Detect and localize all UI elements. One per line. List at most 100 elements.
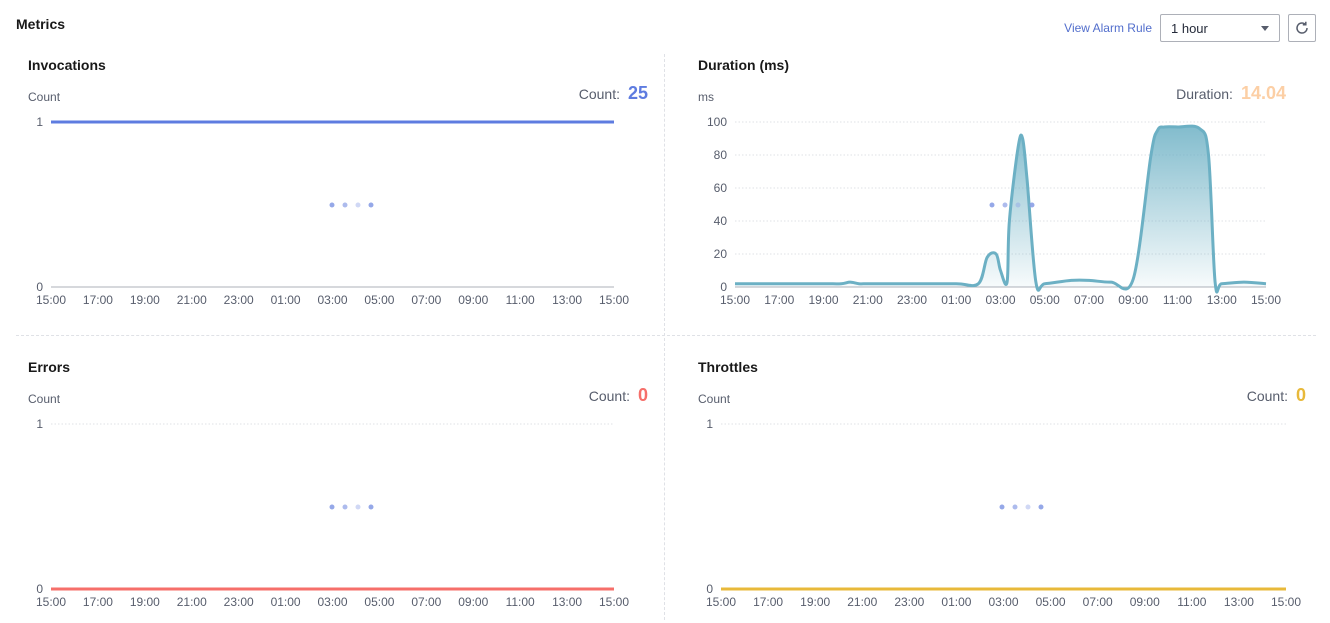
stat-label: Count: [578, 86, 620, 102]
x-tick-label: 01:00 [271, 293, 301, 307]
x-tick-label: 15:00 [599, 595, 629, 609]
panel-title: Throttles [698, 359, 758, 375]
y-tick-label: 0 [706, 582, 713, 596]
panel-title: Invocations [28, 57, 106, 73]
loading-dots-icon [329, 504, 374, 510]
x-tick-label: 13:00 [1207, 293, 1237, 307]
chevron-down-icon [1261, 25, 1269, 31]
stat-summary: Count: 0 [1247, 385, 1306, 406]
x-tick-label: 09:00 [458, 293, 488, 307]
loading-dot [368, 202, 374, 208]
loading-dots-icon [329, 202, 374, 208]
x-tick-label: 01:00 [941, 595, 971, 609]
loading-dot [355, 504, 361, 510]
horizontal-divider [16, 335, 1316, 336]
x-tick-label: 05:00 [1036, 595, 1066, 609]
invocations-chart: 0 1 15:00 17:00 19:00 21:00 23:00 01:00 03:00 05:… [36, 115, 629, 307]
stat-value: 0 [1295, 385, 1306, 405]
throttles-chart: 0 1 15:00 17:00 19:00 21:00 23:00 01:00 03:00 05:… [706, 417, 1301, 609]
x-tick-label: 19:00 [130, 595, 160, 609]
x-tick-label: 15:00 [1271, 595, 1301, 609]
loading-dot [329, 504, 335, 510]
loading-dots-icon [989, 202, 1035, 208]
x-tick-label: 15:00 [706, 595, 736, 609]
x-tick-label: 09:00 [1130, 595, 1160, 609]
loading-dot [342, 202, 348, 208]
x-tick-label: 07:00 [411, 293, 441, 307]
series-area [735, 126, 1266, 293]
x-tick-label: 23:00 [224, 293, 254, 307]
x-tick-label: 17:00 [764, 293, 794, 307]
y-tick-label: 60 [714, 181, 728, 195]
toolbar: View Alarm Rule 1 hour [1064, 14, 1316, 42]
x-tick-label: 07:00 [1074, 293, 1104, 307]
throttles-panel: Throttles Count Count: 0 0 1 15:00 17:00 19:… [698, 359, 1318, 619]
loading-dot [1025, 504, 1031, 510]
x-tick-label: 11:00 [506, 595, 535, 609]
loading-dot [342, 504, 348, 510]
y-tick-label: 0 [36, 280, 43, 294]
x-tick-label: 09:00 [1118, 293, 1148, 307]
stat-label: Count: [1246, 388, 1288, 404]
x-tick-label: 15:00 [1251, 293, 1281, 307]
x-tick-label: 13:00 [1224, 595, 1254, 609]
unit-label: Count [698, 392, 731, 406]
y-tick-label: 1 [36, 417, 43, 431]
refresh-button[interactable] [1288, 14, 1316, 42]
loading-dot [1029, 202, 1035, 208]
x-tick-label: 21:00 [847, 595, 877, 609]
invocations-panel: Invocations Count Count: 25 0 1 15:00 17:00… [28, 57, 648, 317]
loading-dot [1038, 504, 1044, 510]
x-tick-label: 23:00 [224, 595, 254, 609]
stat-label: Duration: [1176, 86, 1233, 102]
x-tick-label: 03:00 [317, 293, 347, 307]
y-tick-label: 1 [706, 417, 713, 431]
unit-label: Count [28, 90, 61, 104]
vertical-divider [664, 54, 665, 620]
loading-dot [329, 202, 335, 208]
x-tick-label: 11:00 [506, 293, 535, 307]
panel-title: Duration (ms) [698, 57, 789, 73]
time-range-value: 1 hour [1171, 20, 1208, 36]
loading-dot [1015, 202, 1021, 208]
loading-dot [989, 202, 995, 208]
x-tick-label: 01:00 [941, 293, 971, 307]
x-tick-label: 17:00 [83, 595, 113, 609]
x-tick-label: 11:00 [1177, 595, 1206, 609]
stat-summary: Count: 0 [589, 385, 648, 406]
x-tick-label: 19:00 [808, 293, 838, 307]
x-tick-label: 21:00 [177, 595, 207, 609]
loading-dot [1012, 504, 1018, 510]
x-tick-label: 15:00 [36, 595, 66, 609]
x-tick-label: 19:00 [800, 595, 830, 609]
view-alarm-rule-link[interactable]: View Alarm Rule [1064, 21, 1152, 35]
y-tick-label: 0 [720, 280, 727, 294]
stat-summary: Duration: 14.04 [1176, 83, 1286, 104]
time-range-select[interactable]: 1 hour [1160, 14, 1280, 42]
x-tick-label: 05:00 [364, 293, 394, 307]
loading-dot [368, 504, 374, 510]
stat-value: 0 [637, 385, 648, 405]
unit-label: ms [698, 90, 714, 104]
series-line [734, 124, 1267, 294]
x-tick-label: 13:00 [552, 595, 582, 609]
x-tick-label: 13:00 [552, 293, 582, 307]
x-tick-label: 15:00 [720, 293, 750, 307]
x-tick-label: 05:00 [1030, 293, 1060, 307]
duration-chart: 0 20 40 60 80 100 15:00 17:00 19:00 21:00 23:00 01:… [707, 115, 1281, 307]
x-tick-label: 01:00 [271, 595, 301, 609]
duration-panel: Duration (ms) ms Duration: 14.04 0 20 40 60… [698, 57, 1318, 317]
x-tick-label: 07:00 [411, 595, 441, 609]
errors-chart: 0 1 15:00 17:00 19:00 21:00 23:00 01:00 03:00 05:… [36, 417, 629, 609]
y-tick-label: 20 [714, 247, 728, 261]
stat-value: 25 [627, 83, 648, 103]
x-tick-label: 03:00 [985, 293, 1015, 307]
x-tick-label: 05:00 [364, 595, 394, 609]
x-tick-label: 15:00 [599, 293, 629, 307]
loading-dots-icon [999, 504, 1044, 510]
refresh-icon [1296, 21, 1308, 34]
stat-summary: Count: 25 [579, 83, 648, 104]
x-tick-label: 17:00 [753, 595, 783, 609]
x-tick-label: 11:00 [1163, 293, 1192, 307]
loading-dot [1002, 202, 1008, 208]
